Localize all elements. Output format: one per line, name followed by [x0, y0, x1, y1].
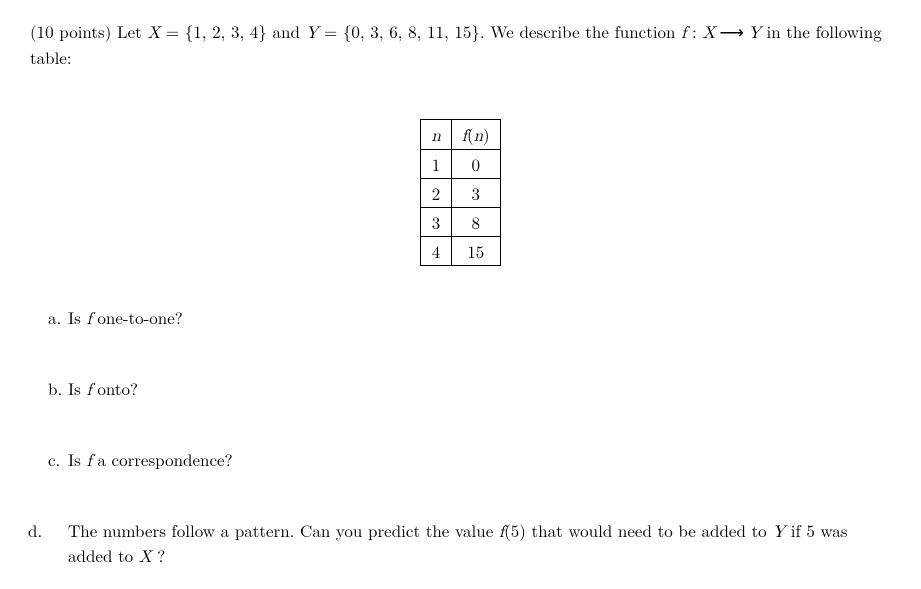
cell-n: 1: [421, 149, 451, 178]
intro-colon: :: [686, 19, 702, 43]
part-c: c.Is f a correspondence?: [48, 448, 891, 473]
part-a: a.Is f one-to-one?: [48, 306, 891, 331]
intro-eq2: = {0, 3, 6, 8, 11, 15}. We describe the …: [318, 19, 681, 43]
part-label: c.: [48, 448, 68, 470]
part-d-t4: ?: [152, 543, 166, 567]
part-b-after: onto?: [92, 376, 138, 400]
part-c-after: a correspondence?: [92, 447, 233, 471]
part-label: d.: [48, 519, 68, 541]
header-fn-n: n: [474, 128, 483, 145]
table-header-row: n f(n): [421, 119, 500, 149]
sym-Y: Y: [306, 25, 319, 42]
table-header-n: n: [421, 119, 451, 149]
part-a-before: Is: [68, 305, 87, 329]
cell-n: 2: [421, 178, 451, 207]
part-d-t2: that would need to be added to: [526, 518, 773, 542]
cell-n: 4: [421, 236, 451, 265]
part-a-after: one-to-one?: [92, 305, 183, 329]
problem-intro: (10 points) Let X = {1, 2, 3, 4} and Y =…: [30, 20, 891, 69]
table-row: 1 0: [421, 149, 500, 178]
cell-fn: 8: [451, 207, 500, 236]
part-d-X: X: [139, 549, 152, 566]
sym-Y2: Y: [748, 25, 761, 42]
sym-X2: X: [702, 25, 715, 42]
table-row: 2 3: [421, 178, 500, 207]
sym-X: X: [147, 25, 160, 42]
header-n-sym: n: [431, 128, 440, 145]
cell-fn: 3: [451, 178, 500, 207]
part-label: b.: [48, 377, 68, 399]
question-parts: a.Is f one-to-one? b.Is f onto? c.Is f a…: [30, 306, 891, 569]
part-d-Y: Y: [772, 524, 785, 541]
arrow-icon: ⟶: [715, 23, 748, 42]
part-d: d.The numbers follow a pattern. Can you …: [48, 519, 891, 569]
part-d-arg: (5): [504, 518, 526, 542]
cell-fn: 15: [451, 236, 500, 265]
header-fn-open: (: [467, 122, 474, 146]
intro-points: (10 points) Let: [30, 19, 147, 43]
part-c-before: Is: [68, 447, 87, 471]
table-row: 3 8: [421, 207, 500, 236]
intro-eq1: = {1, 2, 3, 4} and: [160, 19, 305, 43]
part-b: b.Is f onto?: [48, 377, 891, 402]
function-table-wrap: n f(n) 1 0 2 3 3 8 4 15: [30, 119, 891, 266]
part-b-before: Is: [68, 376, 87, 400]
cell-n: 3: [421, 207, 451, 236]
function-table: n f(n) 1 0 2 3 3 8 4 15: [420, 119, 500, 266]
cell-fn: 0: [451, 149, 500, 178]
part-d-t1: The numbers follow a pattern. Can you pr…: [68, 518, 499, 542]
header-fn-close: ): [483, 122, 490, 146]
table-row: 4 15: [421, 236, 500, 265]
part-label: a.: [48, 306, 68, 328]
table-header-fn: f(n): [451, 119, 500, 149]
